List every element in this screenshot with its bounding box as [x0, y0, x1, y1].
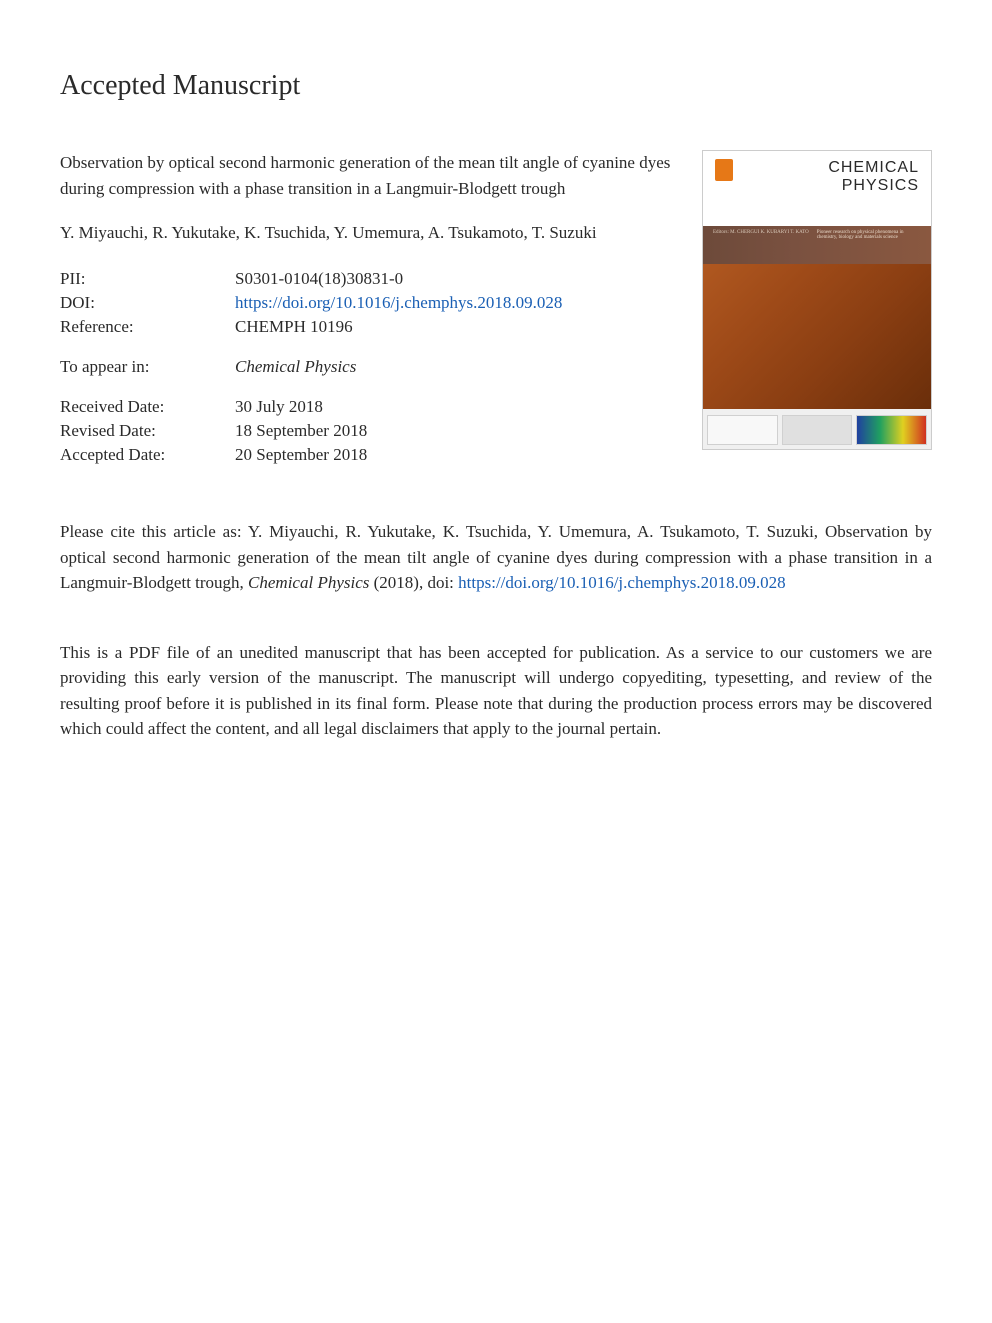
cover-bottom-strip	[703, 409, 931, 450]
meta-label: To appear in:	[60, 357, 235, 377]
cover-top: CHEMICAL PHYSICS	[703, 151, 931, 226]
cover-journal-title: CHEMICAL PHYSICS	[828, 159, 919, 194]
doi-link[interactable]: https://doi.org/10.1016/j.chemphys.2018.…	[235, 293, 562, 313]
disclaimer-text: This is a PDF file of an unedited manusc…	[60, 640, 932, 742]
cover-editors: Editors: M. CHERGUI K. KUBARYI T. KATO	[713, 230, 809, 260]
citation-journal: Chemical Physics	[248, 573, 369, 592]
elsevier-logo-icon	[715, 159, 733, 181]
meta-row-accepted: Accepted Date: 20 September 2018	[60, 445, 672, 465]
meta-row-revised: Revised Date: 18 September 2018	[60, 421, 672, 441]
left-column: Observation by optical second harmonic g…	[60, 150, 672, 485]
meta-row-doi: DOI: https://doi.org/10.1016/j.chemphys.…	[60, 293, 672, 313]
journal-cover-thumbnail: CHEMICAL PHYSICS Editors: M. CHERGUI K. …	[702, 150, 932, 450]
meta-value: CHEMPH 10196	[235, 317, 353, 337]
content-row: Observation by optical second harmonic g…	[60, 150, 932, 485]
meta-row-received: Received Date: 30 July 2018	[60, 397, 672, 417]
meta-label: Reference:	[60, 317, 235, 337]
cover-thumb-1	[707, 415, 778, 445]
authors: Y. Miyauchi, R. Yukutake, K. Tsuchida, Y…	[60, 223, 672, 243]
citation-text: Please cite this article as: Y. Miyauchi…	[60, 519, 932, 596]
meta-value: 18 September 2018	[235, 421, 367, 441]
meta-label: PII:	[60, 269, 235, 289]
cover-band: Editors: M. CHERGUI K. KUBARYI T. KATO P…	[703, 226, 931, 264]
cover-thumb-3	[856, 415, 927, 445]
meta-table: PII: S0301-0104(18)30831-0 DOI: https://…	[60, 269, 672, 465]
meta-row-pii: PII: S0301-0104(18)30831-0	[60, 269, 672, 289]
cover-title-line2: PHYSICS	[828, 177, 919, 195]
meta-label: DOI:	[60, 293, 235, 313]
cover-tagline: Pioneer research on physical phenomena i…	[817, 230, 921, 260]
page-title: Accepted Manuscript	[60, 70, 932, 102]
cover-title-line1: CHEMICAL	[828, 159, 919, 177]
cover-thumb-2	[782, 415, 853, 445]
meta-label: Revised Date:	[60, 421, 235, 441]
cover-main-image	[703, 264, 931, 409]
meta-label: Received Date:	[60, 397, 235, 417]
meta-value: 20 September 2018	[235, 445, 367, 465]
meta-label: Accepted Date:	[60, 445, 235, 465]
meta-value: 30 July 2018	[235, 397, 323, 417]
meta-value: Chemical Physics	[235, 357, 356, 377]
meta-row-ref: Reference: CHEMPH 10196	[60, 317, 672, 337]
meta-row-appear: To appear in: Chemical Physics	[60, 357, 672, 377]
citation-year: (2018), doi:	[369, 573, 458, 592]
citation-doi-link[interactable]: https://doi.org/10.1016/j.chemphys.2018.…	[458, 573, 785, 592]
meta-value: S0301-0104(18)30831-0	[235, 269, 403, 289]
article-title: Observation by optical second harmonic g…	[60, 150, 672, 201]
